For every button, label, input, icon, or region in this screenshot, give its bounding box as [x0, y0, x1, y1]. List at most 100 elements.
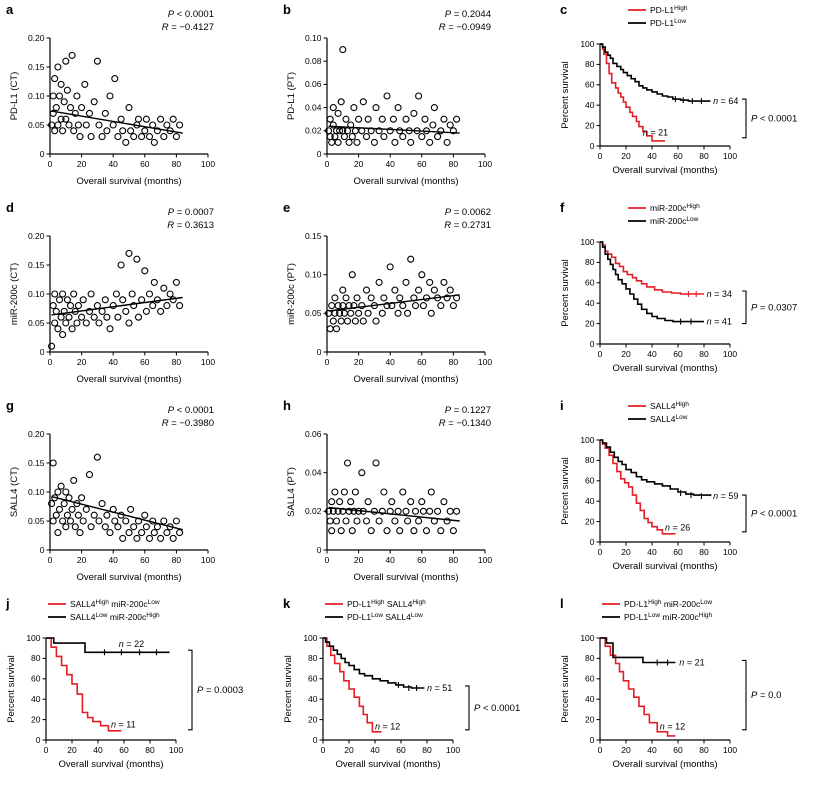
svg-text:20: 20	[621, 349, 631, 359]
svg-text:80: 80	[172, 357, 182, 367]
svg-text:P < 0.0001: P < 0.0001	[168, 405, 214, 416]
svg-text:0.02: 0.02	[305, 126, 322, 136]
svg-text:R = −0.3980: R = −0.3980	[162, 418, 214, 429]
svg-text:60: 60	[673, 349, 683, 359]
svg-text:Percent survival: Percent survival	[283, 655, 294, 723]
svg-text:0: 0	[590, 339, 595, 349]
svg-text:40: 40	[647, 349, 657, 359]
svg-text:n = 22: n = 22	[119, 639, 144, 649]
svg-text:0.10: 0.10	[28, 487, 45, 497]
svg-text:P = 0.2044: P = 0.2044	[445, 9, 491, 20]
svg-text:100: 100	[303, 633, 317, 643]
svg-text:40: 40	[385, 357, 395, 367]
svg-text:100: 100	[723, 349, 737, 359]
svg-text:SALL4High miR-200cLow: SALL4High miR-200cLow	[70, 599, 160, 609]
svg-text:R = −0.1340: R = −0.1340	[439, 418, 491, 429]
svg-text:80: 80	[172, 159, 182, 169]
svg-text:Percent survival: Percent survival	[560, 457, 571, 525]
svg-text:0: 0	[48, 357, 53, 367]
svg-text:100: 100	[478, 357, 492, 367]
svg-text:20: 20	[621, 547, 631, 557]
svg-text:60: 60	[140, 357, 150, 367]
svg-text:R = −0.0949: R = −0.0949	[439, 22, 491, 33]
svg-text:0.04: 0.04	[305, 102, 322, 112]
svg-text:0: 0	[325, 357, 330, 367]
svg-text:PD-L1 (CT): PD-L1 (CT)	[9, 72, 20, 121]
svg-text:0: 0	[325, 159, 330, 169]
panel-letter: d	[6, 200, 14, 215]
panel-letter: b	[283, 2, 291, 17]
svg-text:0: 0	[48, 555, 53, 565]
svg-text:n = 21: n = 21	[643, 128, 668, 138]
svg-text:n = 11: n = 11	[111, 720, 136, 730]
svg-text:0: 0	[321, 745, 326, 755]
svg-text:n = 34: n = 34	[707, 289, 732, 299]
km-chart-pdl1-sall4: 0 20 40 60 80 100 0 20 40 60 80 100 Percent survival…	[283, 599, 520, 770]
svg-text:20: 20	[585, 516, 595, 526]
panel-letter: g	[6, 398, 14, 413]
svg-text:Percent survival: Percent survival	[560, 61, 571, 129]
svg-text:0: 0	[40, 347, 45, 357]
svg-text:80: 80	[585, 257, 595, 267]
panel-letter: e	[283, 200, 291, 215]
svg-text:0.10: 0.10	[28, 289, 45, 299]
svg-text:0.15: 0.15	[28, 62, 45, 72]
svg-text:0.20: 0.20	[28, 231, 45, 241]
svg-text:SALL4 (PT): SALL4 (PT)	[286, 467, 297, 517]
svg-text:Overall survival (months): Overall survival (months)	[353, 572, 458, 583]
svg-text:PD-L1Low SALL4Low: PD-L1Low SALL4Low	[347, 612, 423, 622]
svg-text:20: 20	[67, 745, 77, 755]
svg-text:40: 40	[647, 151, 657, 161]
panel-letter: a	[6, 2, 14, 17]
svg-text:R = 0.2731: R = 0.2731	[444, 220, 491, 231]
svg-text:80: 80	[585, 59, 595, 69]
panel-b: b 0 0.02 0.04 0.06 0.08 0.10 0 20 40 60 80 100 PD-L1…	[277, 0, 554, 198]
svg-text:100: 100	[478, 555, 492, 565]
scatter-chart-mir200c-ct: 0 0.05 0.10 0.15 0.20 0 20 40 60 80 100 miR-200c (C…	[9, 207, 215, 385]
km-chart-sall4-mir200c: 0 20 40 60 80 100 0 20 40 60 80 100 Percent survival…	[6, 599, 243, 770]
svg-text:P < 0.0001: P < 0.0001	[168, 9, 214, 20]
svg-text:60: 60	[308, 674, 318, 684]
svg-text:SALL4High: SALL4High	[650, 401, 689, 411]
svg-text:miR-200c (PT): miR-200c (PT)	[286, 263, 297, 325]
svg-text:n = 12: n = 12	[375, 722, 400, 732]
panel-g: g 0 0.05 0.10 0.15 0.20 0 20 40 60 80 100 SALL4 (CT…	[0, 396, 277, 594]
svg-text:60: 60	[585, 674, 595, 684]
svg-text:20: 20	[354, 555, 364, 565]
svg-text:0: 0	[317, 545, 322, 555]
svg-text:Overall survival (months): Overall survival (months)	[76, 176, 181, 187]
svg-text:PD-L1Low: PD-L1Low	[650, 18, 686, 28]
svg-text:60: 60	[673, 547, 683, 557]
svg-text:0.15: 0.15	[28, 458, 45, 468]
svg-text:40: 40	[647, 547, 657, 557]
svg-text:80: 80	[449, 159, 459, 169]
svg-text:60: 60	[585, 80, 595, 90]
svg-text:60: 60	[585, 476, 595, 486]
svg-text:0.05: 0.05	[28, 516, 45, 526]
svg-text:P = 0.0307: P = 0.0307	[751, 302, 797, 313]
svg-text:60: 60	[140, 555, 150, 565]
svg-text:20: 20	[585, 318, 595, 328]
svg-text:Overall survival (months): Overall survival (months)	[612, 759, 717, 770]
svg-text:SALL4Low: SALL4Low	[650, 414, 688, 424]
svg-text:100: 100	[723, 745, 737, 755]
svg-text:100: 100	[580, 435, 594, 445]
svg-text:20: 20	[77, 357, 87, 367]
svg-text:0.10: 0.10	[305, 270, 322, 280]
svg-text:80: 80	[585, 653, 595, 663]
svg-text:0: 0	[590, 141, 595, 151]
svg-text:0: 0	[598, 745, 603, 755]
svg-text:P = 0.0007: P = 0.0007	[168, 207, 214, 218]
svg-text:60: 60	[119, 745, 129, 755]
svg-text:Overall survival (months): Overall survival (months)	[76, 572, 181, 583]
panel-letter: k	[283, 596, 291, 611]
svg-text:40: 40	[385, 159, 395, 169]
svg-text:P < 0.0001: P < 0.0001	[474, 703, 520, 714]
svg-text:0.10: 0.10	[28, 91, 45, 101]
panel-d: d 0 0.05 0.10 0.15 0.20 0 20 40 60 80 100 miR-200c …	[0, 198, 277, 396]
svg-text:100: 100	[201, 159, 215, 169]
svg-text:80: 80	[699, 745, 709, 755]
panel-letter: c	[560, 2, 568, 17]
svg-text:0.05: 0.05	[305, 308, 322, 318]
svg-text:0: 0	[598, 547, 603, 557]
